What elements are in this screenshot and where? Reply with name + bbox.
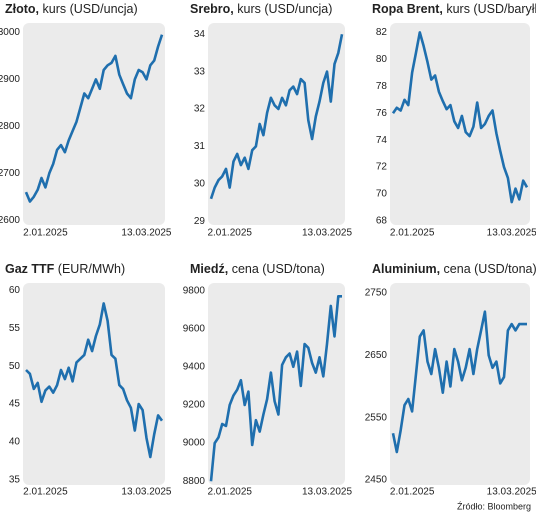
y-tick-label: 2450 xyxy=(365,475,388,486)
y-tick-label: 70 xyxy=(376,189,388,200)
title-bold: Miedź, xyxy=(190,262,228,276)
y-tick-label: 68 xyxy=(376,216,388,227)
y-tick-label: 9400 xyxy=(183,361,206,372)
y-tick-label: 31 xyxy=(194,141,206,152)
title-unit: kurs (USD/baryłka) xyxy=(446,2,536,16)
title-bold: Ropa Brent, xyxy=(372,2,443,16)
x-tick-label: 2.01.2025 xyxy=(207,487,252,498)
chart-title: Srebro, kurs (USD/uncja) xyxy=(190,2,332,16)
y-tick-label: 2900 xyxy=(0,74,20,85)
x-tick-label: 2.01.2025 xyxy=(23,487,68,498)
x-tick-label: 13.03.2025 xyxy=(302,228,352,239)
line xyxy=(209,33,344,200)
y-tick-label: 50 xyxy=(9,361,21,372)
y-tick-label: 55 xyxy=(9,323,21,334)
plot-background xyxy=(23,23,165,225)
y-tick-label: 32 xyxy=(194,104,206,115)
title-unit: (EUR/MWh) xyxy=(58,262,125,276)
x-tick-label: 2.01.2025 xyxy=(390,228,435,239)
y-tick-label: 2700 xyxy=(0,168,20,179)
y-tick-label: 29 xyxy=(194,216,206,227)
y-tick-label: 34 xyxy=(194,29,206,40)
y-tick-label: 2600 xyxy=(0,215,20,226)
x-tick-label: 2.01.2025 xyxy=(390,487,435,498)
y-tick-label: 82 xyxy=(376,27,388,38)
y-tick-label: 72 xyxy=(376,162,388,173)
y-tick-label: 2650 xyxy=(365,350,388,361)
x-tick-label: 13.03.2025 xyxy=(302,487,352,498)
y-tick-label: 80 xyxy=(376,54,388,65)
chart-title: Złoto, kurs (USD/uncja) xyxy=(5,2,138,16)
plot-background xyxy=(208,283,345,485)
source: Źródło: Bloomberg xyxy=(457,501,531,511)
y-tick-label: 8800 xyxy=(183,476,206,487)
chart-title: Ropa Brent, kurs (USD/baryłka) xyxy=(372,2,536,16)
y-tick-label: 35 xyxy=(9,474,21,485)
y-tick-label: 2800 xyxy=(0,121,20,132)
y-tick-label: 60 xyxy=(9,285,21,296)
y-tick-label: 2550 xyxy=(365,412,388,423)
y-tick-label: 45 xyxy=(9,399,21,410)
y-tick-label: 2750 xyxy=(365,288,388,299)
y-tick-label: 76 xyxy=(376,108,388,119)
title-unit: cena (USD/tona) xyxy=(232,262,325,276)
y-tick-label: 9200 xyxy=(183,400,206,411)
title-unit: cena (USD/tona) xyxy=(444,262,536,276)
y-tick-label: 74 xyxy=(376,135,388,146)
chart-title: Gaz TTF (EUR/MWh) xyxy=(5,262,125,276)
y-tick-label: 33 xyxy=(194,66,206,77)
y-tick-label: 78 xyxy=(376,81,388,92)
y-tick-label: 3000 xyxy=(0,27,20,38)
plot-background xyxy=(390,283,530,485)
x-tick-label: 13.03.2025 xyxy=(121,228,171,239)
line xyxy=(25,302,164,459)
line xyxy=(391,31,529,204)
y-tick-label: 30 xyxy=(194,178,206,189)
line xyxy=(24,34,164,203)
plot-background xyxy=(208,23,345,225)
title-unit: kurs (USD/uncja) xyxy=(237,2,332,16)
title-unit: kurs (USD/uncja) xyxy=(43,2,138,16)
x-tick-label: 2.01.2025 xyxy=(207,228,252,239)
plot-background xyxy=(23,283,165,485)
x-tick-label: 13.03.2025 xyxy=(487,487,536,498)
line xyxy=(391,310,527,454)
title-bold: Gaz TTF xyxy=(5,262,55,276)
chart-title: Miedź, cena (USD/tona) xyxy=(190,262,325,276)
x-tick-label: 13.03.2025 xyxy=(121,487,171,498)
y-tick-label: 9000 xyxy=(183,438,206,449)
y-tick-label: 40 xyxy=(9,437,21,448)
line xyxy=(209,295,342,482)
y-tick-label: 9600 xyxy=(183,323,206,334)
chart-title: Aluminium, cena (USD/tona) xyxy=(372,262,536,276)
x-tick-label: 13.03.2025 xyxy=(487,228,536,239)
title-bold: Złoto, xyxy=(5,2,39,16)
title-bold: Aluminium, xyxy=(372,262,440,276)
title-bold: Srebro, xyxy=(190,2,234,16)
y-tick-label: 9800 xyxy=(183,285,206,296)
x-tick-label: 2.01.2025 xyxy=(23,228,68,239)
